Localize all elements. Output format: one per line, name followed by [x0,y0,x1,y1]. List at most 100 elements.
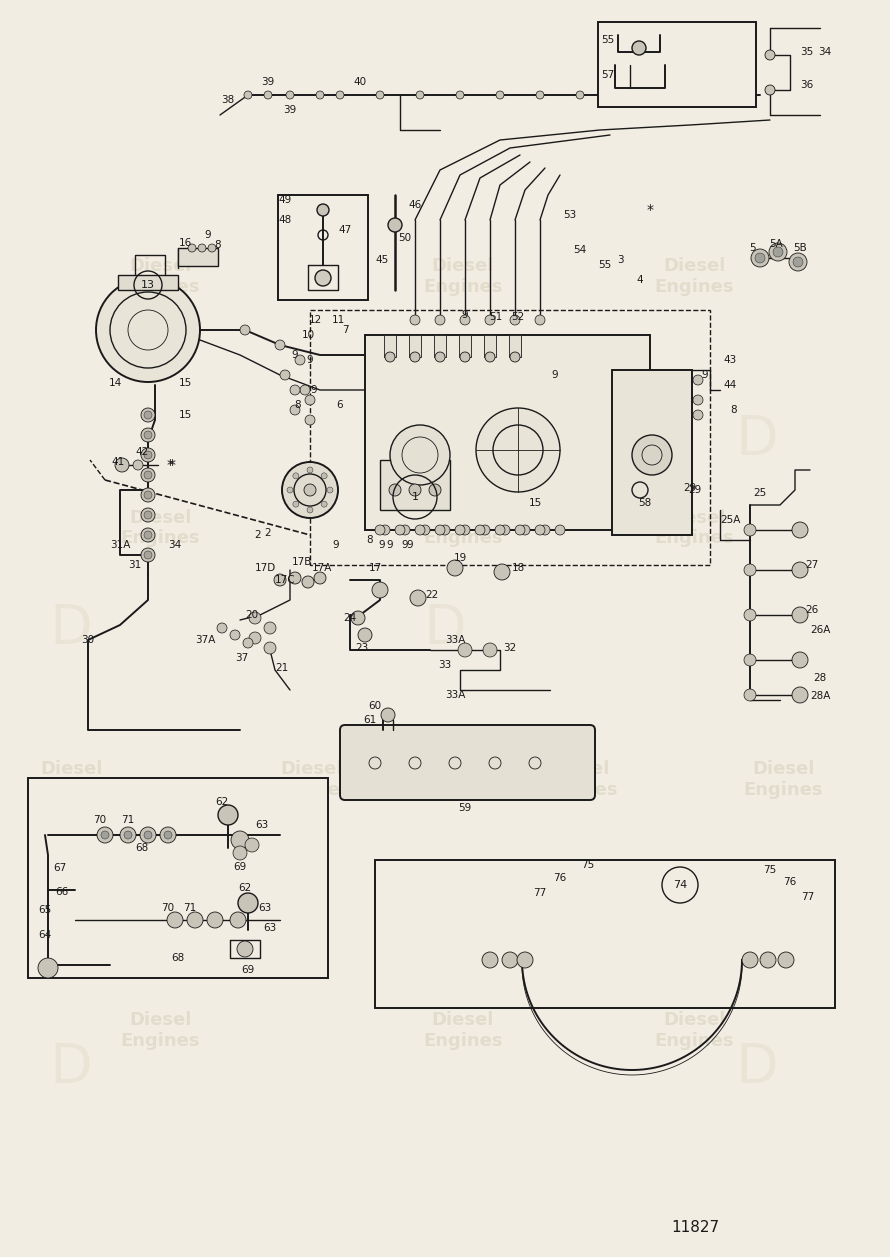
Text: 11827: 11827 [671,1221,719,1236]
Circle shape [141,427,155,442]
Text: 77: 77 [801,892,814,903]
Circle shape [101,831,109,838]
Text: 63: 63 [258,903,271,913]
Bar [375,860,835,1008]
Circle shape [144,411,152,419]
Text: 12: 12 [308,316,321,326]
Text: 33A: 33A [445,690,465,700]
Text: 53: 53 [563,210,577,220]
Circle shape [249,632,261,644]
Text: 63: 63 [263,923,277,933]
Circle shape [693,395,703,405]
Text: 8: 8 [295,400,302,410]
Text: 77: 77 [533,887,546,897]
Bar [459,336,471,357]
Circle shape [307,468,313,473]
Text: 29: 29 [684,483,697,493]
Circle shape [693,375,703,385]
Text: 51: 51 [490,312,503,322]
Text: Diesel
Engines: Diesel Engines [271,760,352,798]
Text: 17A: 17A [312,563,332,573]
Text: 69: 69 [241,965,255,975]
Circle shape [395,525,405,535]
Text: 3: 3 [617,255,623,265]
Circle shape [485,316,495,326]
Circle shape [535,316,545,326]
Text: 35: 35 [800,47,813,57]
Text: 67: 67 [53,864,67,874]
Circle shape [207,913,223,928]
Circle shape [307,507,313,513]
Circle shape [693,410,703,420]
Circle shape [456,91,464,99]
Text: 26A: 26A [810,625,830,635]
Text: 41: 41 [111,458,125,468]
Text: 62: 62 [239,882,252,892]
Text: 50: 50 [399,233,411,243]
Circle shape [460,316,470,326]
Bar [178,248,218,266]
Bar [278,195,368,300]
Circle shape [389,484,401,497]
Text: 37A: 37A [195,635,215,645]
Bar [484,336,496,357]
Text: 33A: 33A [445,635,465,645]
Text: *: * [168,458,175,471]
Text: 16: 16 [178,238,191,248]
Text: Diesel
Engines: Diesel Engines [743,760,823,798]
Text: 10: 10 [302,331,314,339]
Circle shape [287,486,293,493]
Circle shape [187,913,203,928]
Circle shape [144,831,152,838]
Circle shape [295,354,305,365]
Circle shape [317,204,329,216]
Text: 39: 39 [283,106,296,114]
Text: 44: 44 [724,380,737,390]
Circle shape [435,352,445,362]
Text: 9: 9 [386,541,393,551]
Circle shape [144,530,152,539]
Circle shape [789,253,807,272]
Circle shape [304,484,316,497]
Circle shape [744,564,756,576]
Text: 36: 36 [800,80,813,91]
Circle shape [540,525,550,535]
Circle shape [475,525,485,535]
Circle shape [792,522,808,538]
Text: 21: 21 [275,662,288,672]
Bar [509,336,521,357]
Circle shape [656,91,664,99]
Text: 9: 9 [701,370,708,380]
Text: Diesel
Engines: Diesel Engines [538,760,619,798]
Text: 45: 45 [376,255,389,265]
Circle shape [494,564,510,579]
Circle shape [435,316,445,326]
Circle shape [632,41,646,55]
Bar [612,370,692,535]
Circle shape [515,525,525,535]
Text: 70: 70 [161,903,174,913]
Circle shape [555,525,565,535]
Circle shape [372,582,388,598]
Circle shape [744,654,756,666]
Circle shape [388,217,402,233]
Text: 8: 8 [367,535,373,546]
Circle shape [385,352,395,362]
Circle shape [293,502,299,507]
Circle shape [536,91,544,99]
Circle shape [230,630,240,640]
Text: 52: 52 [512,312,524,322]
Circle shape [160,827,176,843]
Circle shape [375,525,385,535]
Text: Diesel
Engines: Diesel Engines [120,1012,200,1050]
Circle shape [188,244,196,251]
Text: 8: 8 [731,405,737,415]
Circle shape [167,913,183,928]
Bar [118,275,178,290]
Text: 25A: 25A [720,515,740,525]
Circle shape [744,524,756,535]
Text: 15: 15 [529,498,542,508]
Text: D: D [50,1042,93,1095]
Text: 32: 32 [504,644,516,652]
Text: 37: 37 [235,652,248,662]
